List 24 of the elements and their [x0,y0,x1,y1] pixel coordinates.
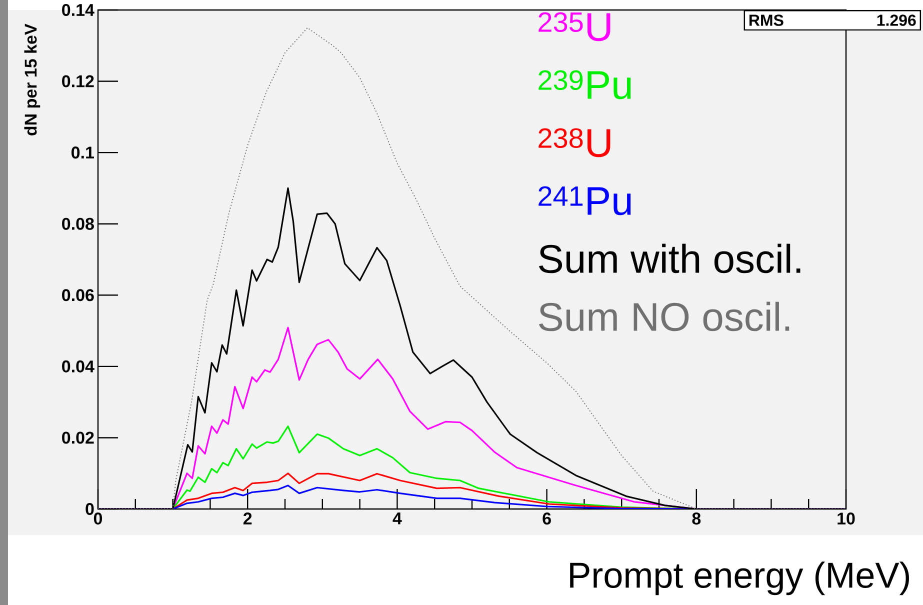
x-tick-label: 4 [392,512,402,524]
series-label: Sum NO oscil. [539,302,790,332]
y-tick-label: 0.08 [62,218,94,230]
y-tick-label: 0.04 [62,360,94,372]
text: $^{239}$Pu [538,70,631,100]
text: $^{241}$Pu [538,186,631,216]
y-tick-label: 0 [86,502,94,516]
x-tick-label: 10 [838,512,855,525]
y-tick-label: 0.1 [72,146,94,159]
x-tick-label: 2 [243,512,252,524]
x-axis-title: Prompt energy (MeV) [570,562,909,596]
x-tick-label: 6 [542,512,551,525]
text: 1.296 [877,14,916,26]
y-tick-label: 0.02 [62,432,94,444]
y-tick-label: 0.06 [62,289,94,302]
y-tick-label: 0.14 [62,4,94,16]
y-tick-label: 0.12 [62,75,94,88]
x-tick-label: 0 [94,512,102,525]
text: Sum with oscil. [539,244,800,274]
text: $^{235}$U [538,12,610,42]
x-tick-label: 8 [692,512,701,525]
text: $^{238}$U [538,128,610,158]
y-axis-title: dN per 15 keV [24,24,40,136]
annotation: RMS [749,14,784,26]
